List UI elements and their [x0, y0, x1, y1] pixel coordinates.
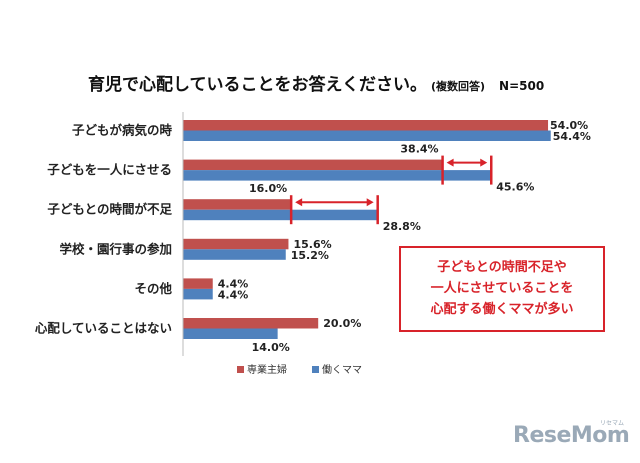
data-label-series2: 4.4% — [218, 288, 249, 301]
category-label: その他 — [134, 281, 172, 296]
resemom-logo: ReseMom リセマム — [513, 420, 630, 448]
data-label-series1: 15.6% — [293, 238, 331, 251]
data-label-series2: 28.8% — [383, 220, 421, 233]
bar-series2 — [183, 288, 213, 300]
callout-line-2: 一人にさせていることを — [430, 281, 574, 296]
data-label-series2: 45.6% — [496, 181, 534, 194]
chart-title-note: (複数回答) — [430, 80, 486, 93]
data-label-series1: 20.0% — [323, 317, 361, 330]
data-label-series2: 54.4% — [553, 130, 591, 143]
legend-label-series1: 専業主婦 — [247, 363, 287, 376]
callout-box: 子どもとの時間不足や 一人にさせていることを 心配する働くママが多い — [399, 246, 605, 332]
data-label-series1: 38.4% — [400, 143, 438, 156]
chart-title: 育児で心配していることをお答えください。 (複数回答) N=500 — [88, 70, 544, 95]
bar-series2 — [183, 249, 286, 260]
bar-series1 — [183, 278, 213, 289]
callout-line-3: 心配する働くママが多い — [430, 302, 574, 317]
data-label-series2: 14.0% — [252, 341, 290, 354]
bar-series2 — [183, 328, 278, 339]
bar-series1 — [183, 318, 319, 329]
bar-series1 — [183, 159, 443, 171]
gap-arrow-head-right — [480, 158, 488, 167]
bar-series2 — [183, 130, 551, 141]
category-label: 子どもを一人にさせる — [47, 162, 172, 177]
bar-series1 — [183, 238, 289, 250]
sample-size: N=500 — [499, 79, 545, 93]
gap-arrow-head-right — [366, 198, 374, 207]
category-label: 子どもが病気の時 — [72, 123, 173, 138]
category-label: 心配していることはない — [35, 321, 172, 336]
data-label-series2: 15.2% — [291, 249, 329, 262]
bar-series2 — [183, 209, 378, 221]
bar-series1 — [183, 199, 292, 210]
gap-arrow-head-left — [446, 158, 454, 167]
data-label-series1: 4.4% — [218, 277, 249, 290]
gap-arrow-head-left — [295, 198, 303, 207]
legend-label-series2: 働くママ — [322, 363, 362, 376]
category-label: 子どもとの時間が不足 — [47, 202, 172, 217]
data-label-series1: 16.0% — [249, 182, 287, 195]
legend-swatch-series1 — [237, 366, 244, 373]
category-label: 学校・園行事の参加 — [59, 241, 172, 256]
bar-series1 — [183, 120, 549, 131]
legend-swatch-series2 — [312, 366, 319, 373]
bar-series2 — [183, 170, 492, 181]
callout-line-1: 子どもとの時間不足や — [437, 260, 567, 275]
chart-title-main: 育児で心配していることをお答えください。 — [88, 75, 427, 95]
data-label-series1: 54.0% — [550, 119, 588, 132]
